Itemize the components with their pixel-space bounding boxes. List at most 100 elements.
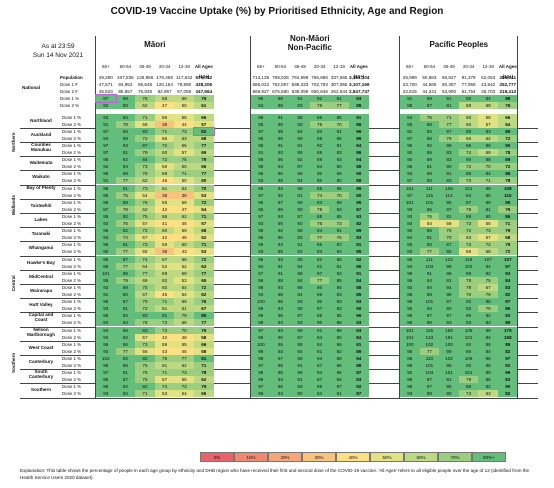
row-label: Dose 1 #: [60, 82, 78, 88]
data-cell: 56: [154, 134, 175, 142]
national-cell: 698,333: [291, 82, 309, 88]
data-cell: 86: [458, 347, 479, 355]
data-cell: 60: [154, 283, 175, 291]
data-cell: 73: [135, 241, 155, 249]
data-cell: 76: [309, 220, 330, 228]
dose-label: Dose 2 %: [62, 135, 82, 141]
data-cell: 93: [400, 283, 420, 291]
data-cell: 42: [154, 333, 175, 341]
legend-swatch: 70%: [438, 452, 472, 462]
data-cell: 91: [270, 113, 291, 121]
data-cell: 83: [478, 127, 498, 135]
data-cell: 88: [478, 156, 498, 164]
data-cell: 90: [309, 170, 330, 178]
region-name: Auckland: [30, 131, 52, 137]
data-cell: 61: [154, 362, 175, 370]
data-cell: 101: [419, 362, 440, 370]
national-cell: 686,022: [252, 82, 270, 88]
data-cell: 97: [251, 127, 271, 135]
data-cell: 88: [115, 269, 136, 277]
data-cell: 79: [194, 383, 214, 391]
data-cell: 90: [290, 198, 310, 206]
data-cell: 91: [400, 127, 420, 135]
data-cell: 56: [154, 163, 175, 171]
data-cell: 101: [439, 369, 459, 377]
data-cell: 95: [400, 141, 420, 149]
data-cell: 88: [290, 340, 310, 348]
data-cell: 83: [478, 319, 498, 327]
data-cell: 55: [135, 248, 155, 256]
data-cell: 64: [135, 262, 155, 270]
data-cell: 91: [96, 120, 116, 128]
data-cell: 83: [498, 376, 518, 384]
data-cell: 59: [174, 198, 194, 206]
data-cell: 87: [329, 241, 349, 249]
dose-label: Dose 1 %: [62, 327, 82, 333]
data-cell: 82: [498, 390, 518, 398]
data-cell: 97: [270, 198, 291, 206]
data-cell: 115: [419, 191, 440, 199]
data-cell: 92: [400, 149, 420, 157]
group-header: Non-Māori Non-Pacific: [287, 34, 332, 52]
dose-label: Dose 1 %: [62, 142, 82, 148]
data-cell: 71: [154, 127, 175, 135]
data-cell: 114: [439, 191, 459, 199]
data-cell: 93: [270, 326, 291, 334]
data-cell: 78: [115, 205, 136, 213]
data-cell: 80: [290, 120, 310, 128]
data-cell: 55: [174, 376, 194, 384]
data-cell: 94: [115, 127, 136, 135]
data-cell: 86: [309, 149, 330, 157]
national-cell: 347,664: [195, 89, 213, 95]
data-cell: 99: [251, 319, 271, 327]
region-name: Counties Manukau: [31, 141, 51, 152]
data-cell: 90: [290, 184, 310, 192]
data-cell: 84: [498, 276, 518, 284]
data-cell: 96: [96, 184, 116, 192]
data-cell: 175: [498, 326, 518, 334]
age-column-header: 35-49: [294, 64, 306, 69]
data-cell: 93: [290, 319, 310, 327]
data-cell: 73: [458, 390, 479, 398]
data-cell: 89: [498, 127, 518, 135]
data-cell: 55: [458, 248, 479, 256]
data-cell: 90: [349, 305, 369, 313]
data-cell: 75: [174, 156, 194, 164]
data-cell: 91: [439, 170, 459, 178]
data-cell: 94: [309, 369, 330, 377]
national-cell: 23,700: [402, 82, 417, 88]
data-cell: 57: [194, 220, 214, 228]
data-cell: 72: [135, 305, 155, 313]
national-cell: 50: [174, 102, 194, 110]
data-cell: 88: [498, 170, 518, 178]
data-cell: 90: [290, 255, 310, 263]
data-cell: 92: [458, 362, 479, 370]
national-cell: 87: [419, 102, 440, 110]
data-cell: 98: [251, 376, 271, 384]
data-cell: 84: [309, 227, 330, 235]
data-cell: 96: [96, 241, 116, 249]
data-cell: 95: [251, 234, 271, 242]
data-cell: 85: [419, 120, 440, 128]
region-name: Tairāwhiti: [30, 202, 52, 208]
data-cell: 88: [478, 362, 498, 370]
data-cell: 54: [419, 220, 440, 228]
data-cell: 91: [349, 340, 369, 348]
data-cell: 85: [400, 120, 420, 128]
national-cell: 764,996: [291, 75, 309, 80]
region-name: Northland: [30, 117, 52, 123]
data-cell: 78: [498, 177, 518, 185]
national-cell: 286,641: [499, 75, 517, 80]
age-column-header: All Ages (12+): [194, 64, 213, 79]
data-cell: 72: [154, 141, 175, 149]
data-cell: 81: [154, 312, 175, 320]
dose-label: Dose 2 %: [62, 348, 82, 354]
national-cell: 47: [154, 102, 175, 110]
data-cell: 38: [174, 191, 194, 199]
data-cell: 95: [96, 191, 116, 199]
data-cell: 86: [478, 340, 498, 348]
data-cell: 87: [96, 205, 116, 213]
data-cell: 90: [400, 227, 420, 235]
data-cell: 57: [135, 220, 155, 228]
